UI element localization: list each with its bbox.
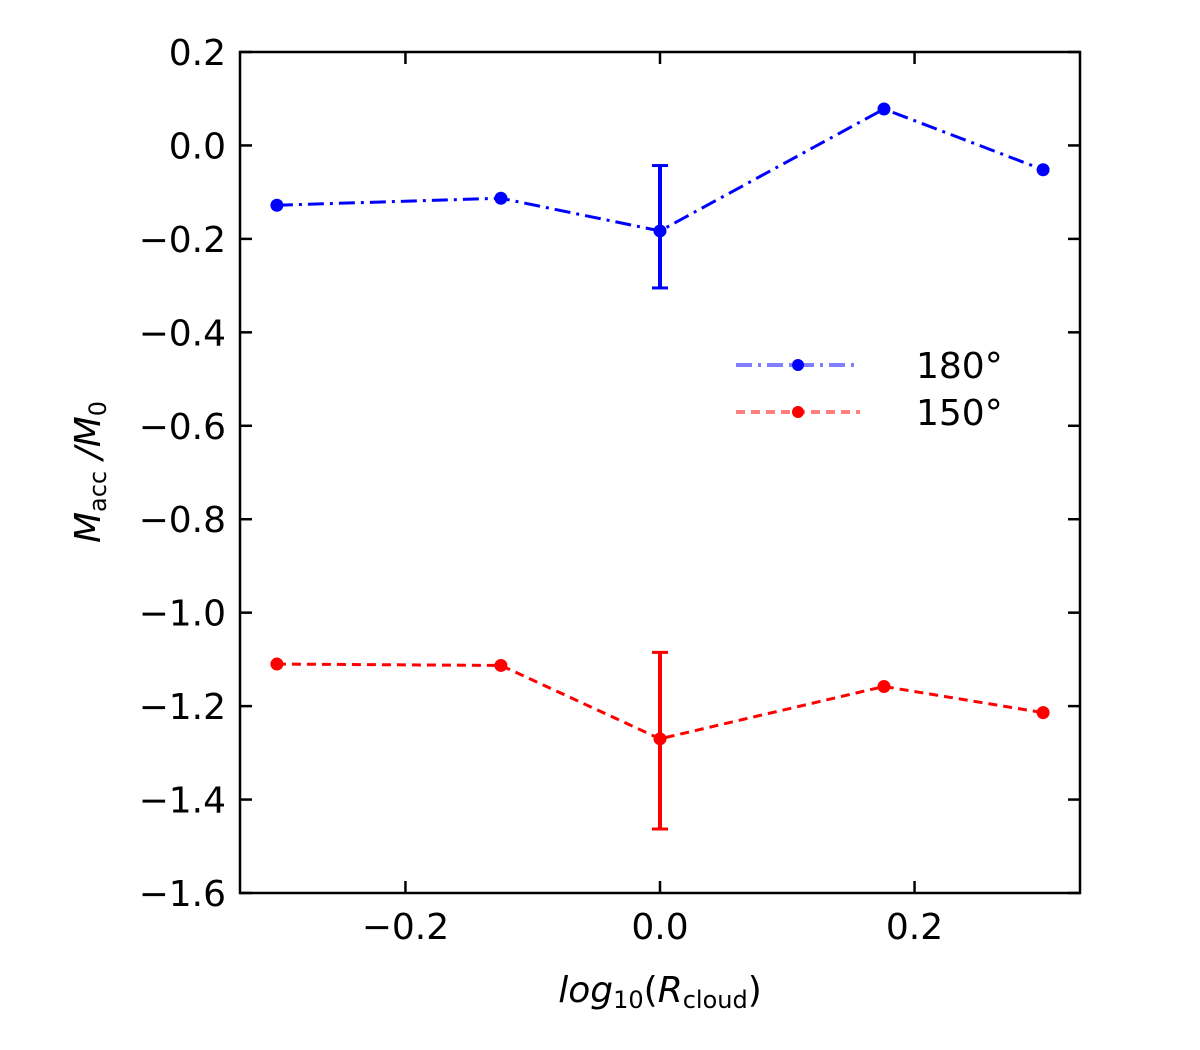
data-point (877, 679, 891, 693)
legend-label: 180° (916, 346, 1003, 387)
x-axis-label: log10(Rcloud) (558, 970, 762, 1014)
data-point (494, 191, 508, 205)
data-point (494, 658, 508, 672)
data-point (1036, 163, 1050, 177)
data-point (653, 732, 667, 746)
series-0 (270, 102, 1050, 290)
legend: 180° 150° (736, 346, 1003, 434)
y-tick-label: −1.0 (139, 594, 226, 635)
x-tick-label: 0.0 (631, 907, 688, 948)
data-point (653, 224, 667, 238)
legend-marker (792, 406, 804, 418)
y-tick-label: −0.4 (139, 313, 226, 354)
axes-frame (238, 50, 1082, 895)
y-tick-label: −1.6 (139, 874, 226, 915)
plot-area (270, 102, 1050, 831)
y-tick-label: 0.2 (169, 33, 226, 74)
y-tick-label: −1.2 (139, 687, 226, 728)
axes-ticks: 0.2 0.0 −0.2 −0.4 −0.6 −0.8 −1.0 −1.2 −1.4 −1.6 −0… (139, 33, 1080, 948)
data-point (1036, 706, 1050, 720)
data-point (270, 198, 284, 212)
x-tick-label: −0.2 (362, 907, 449, 948)
series-1 (270, 650, 1050, 831)
data-point (877, 102, 891, 116)
legend-marker (792, 359, 804, 371)
y-tick-label: −1.4 (139, 781, 226, 822)
y-axis-label: Macc /M0 (68, 401, 112, 543)
y-tick-label: −0.2 (139, 220, 226, 261)
y-tick-label: −0.8 (139, 500, 226, 541)
data-point (270, 657, 284, 671)
series-line (276, 662, 1044, 741)
y-tick-label: −0.6 (139, 407, 226, 448)
y-tick-label: 0.0 (169, 126, 226, 167)
legend-label: 150° (916, 393, 1003, 434)
x-tick-label: 0.2 (886, 907, 943, 948)
